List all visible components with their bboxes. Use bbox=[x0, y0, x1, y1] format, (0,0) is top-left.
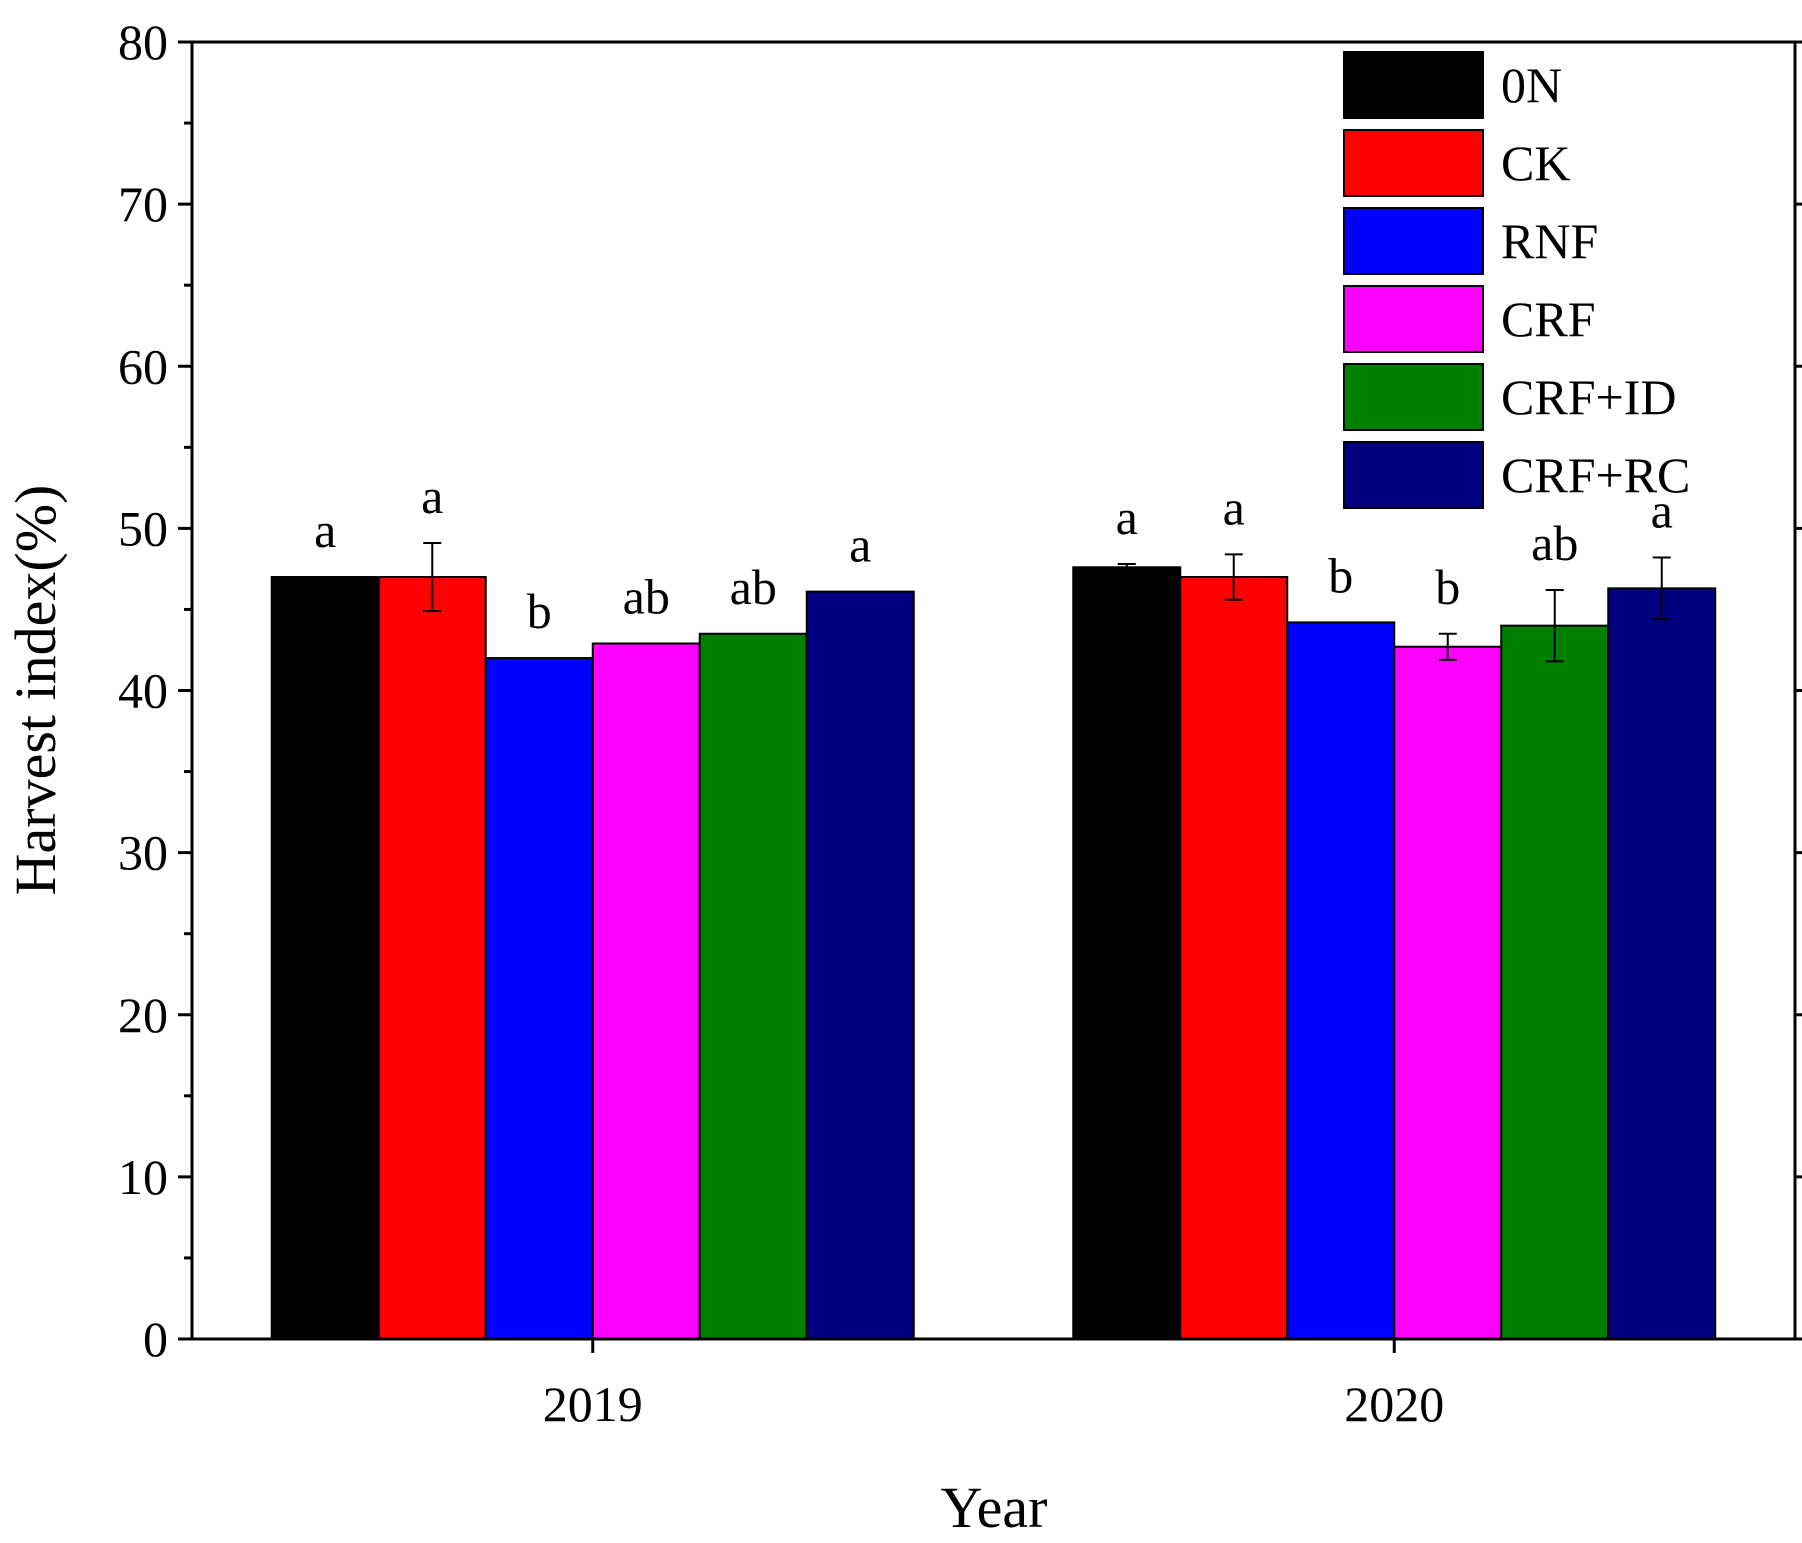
y-tick-label: 30 bbox=[118, 825, 168, 881]
legend-swatch bbox=[1343, 51, 1484, 119]
legend: 0N CK RNF CRF CRF+ID CRF+RC bbox=[1343, 51, 1690, 509]
significance-letter: ab bbox=[623, 568, 670, 624]
significance-letter: b bbox=[1435, 559, 1460, 615]
bar bbox=[1072, 566, 1182, 1340]
x-axis: 2019 2020 bbox=[543, 1339, 1444, 1432]
bar bbox=[698, 632, 808, 1340]
bar bbox=[484, 657, 594, 1340]
legend-swatch bbox=[1343, 441, 1484, 509]
significance-letter: ab bbox=[730, 559, 777, 615]
y-tick-label: 0 bbox=[143, 1311, 168, 1367]
x-tick-label: 2020 bbox=[1344, 1376, 1444, 1432]
y-axis: 0 10 20 30 40 50 60 70 80 bbox=[118, 14, 1802, 1367]
legend-label: CRF+ID bbox=[1501, 369, 1676, 425]
legend-label: RNF bbox=[1501, 213, 1598, 269]
legend-label: CRF+RC bbox=[1501, 447, 1690, 503]
legend-swatch bbox=[1343, 285, 1484, 353]
significance-letter: b bbox=[1328, 547, 1353, 603]
y-tick-label: 80 bbox=[118, 14, 168, 70]
legend-swatch bbox=[1343, 363, 1484, 431]
y-tick-label: 60 bbox=[118, 338, 168, 394]
legend-label: CRF bbox=[1501, 291, 1596, 347]
y-tick-label: 40 bbox=[118, 663, 168, 719]
significance-letter: a bbox=[1651, 483, 1673, 539]
significance-letter: a bbox=[1116, 489, 1138, 545]
legend-swatch bbox=[1343, 207, 1484, 275]
legend-swatch bbox=[1343, 129, 1484, 197]
bar bbox=[1500, 624, 1610, 1340]
legend-label: 0N bbox=[1501, 57, 1562, 113]
significance-letter: a bbox=[849, 517, 871, 573]
y-tick-label: 50 bbox=[118, 500, 168, 556]
significance-letter: ab bbox=[1531, 515, 1578, 571]
bars-layer bbox=[270, 566, 1717, 1340]
significance-letter: a bbox=[421, 468, 443, 524]
significance-letter: a bbox=[314, 502, 336, 558]
y-tick-label: 10 bbox=[118, 1149, 168, 1205]
bar bbox=[270, 576, 380, 1340]
bar bbox=[1393, 645, 1503, 1340]
bar bbox=[1286, 621, 1396, 1340]
bar bbox=[1607, 587, 1717, 1340]
bar bbox=[591, 642, 701, 1340]
significance-letter: b bbox=[527, 583, 552, 639]
bar bbox=[1179, 576, 1289, 1340]
significance-letter: a bbox=[1223, 479, 1245, 535]
bar bbox=[805, 590, 915, 1340]
x-tick-label: 2019 bbox=[543, 1376, 643, 1432]
y-tick-label: 20 bbox=[118, 987, 168, 1043]
y-tick-label: 70 bbox=[118, 176, 168, 232]
legend-label: CK bbox=[1501, 135, 1570, 191]
bar bbox=[377, 576, 487, 1340]
y-axis-title: Harvest index(%) bbox=[3, 485, 68, 896]
error-bars-layer bbox=[423, 541, 1671, 663]
x-axis-title: Year bbox=[941, 1475, 1048, 1540]
